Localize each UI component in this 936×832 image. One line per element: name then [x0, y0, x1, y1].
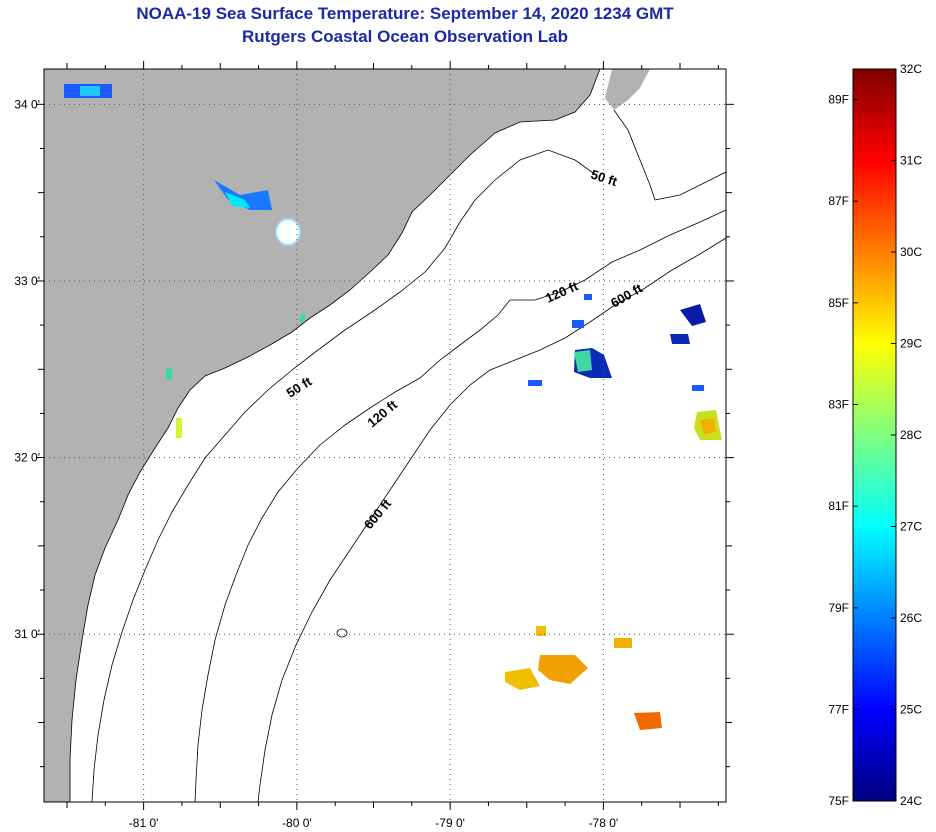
colorbar-label-fahrenheit: 79F	[828, 601, 849, 615]
colorbar-label-celsius: 28C	[900, 428, 922, 442]
lat-tick-label: 33 0'	[14, 274, 40, 288]
colorbar-label-celsius: 29C	[900, 337, 922, 351]
colorbar-label-celsius: 32C	[900, 62, 922, 76]
land-mass	[44, 69, 600, 802]
sst-patch	[574, 350, 592, 372]
sst-patch	[670, 334, 690, 344]
sst-patch	[538, 655, 588, 684]
colorbar: 75F 77F 79F 81F 83F 85F 87F 89F 24C 25C 26C 27C 28C 2…	[828, 62, 922, 808]
lon-tick-label: -79 0'	[435, 816, 465, 830]
sst-patch	[225, 192, 250, 208]
shoreline-northeast	[613, 109, 727, 201]
sst-patch	[614, 638, 632, 648]
lat-tick-label: 34 0'	[14, 97, 40, 111]
colorbar-label-fahrenheit: 75F	[828, 794, 849, 808]
colorbar-label-fahrenheit: 83F	[828, 398, 849, 412]
colorbar-label-fahrenheit: 87F	[828, 194, 849, 208]
colorbar-label-celsius: 24C	[900, 794, 922, 808]
sst-patch	[275, 218, 301, 246]
lat-tick-label: 31 0'	[14, 627, 40, 641]
colorbar-label-fahrenheit: 81F	[828, 499, 849, 513]
sst-patch	[176, 418, 182, 438]
land-mass-northeast	[605, 69, 650, 110]
map-gridlines	[44, 69, 726, 802]
isobath-120ft	[194, 209, 727, 803]
colorbar-label-celsius: 27C	[900, 520, 922, 534]
map-subtitle: Rutgers Coastal Ocean Observation Lab	[242, 27, 568, 46]
sst-patch	[166, 368, 172, 380]
lon-tick-label: -81 0'	[129, 816, 159, 830]
sst-patch	[700, 418, 716, 434]
sst-patch	[536, 626, 546, 636]
colorbar-label-fahrenheit: 89F	[828, 93, 849, 107]
map-axes: -81 0' -80 0' -79 0' -78 0' 34 0' 33 0' 32 0' 3…	[14, 61, 734, 830]
colorbar-label-celsius: 26C	[900, 611, 922, 625]
colorbar-label-fahrenheit: 77F	[828, 703, 849, 717]
colorbar-scale	[852, 68, 897, 802]
sst-patch	[80, 86, 100, 96]
sst-patch	[634, 712, 662, 730]
sst-patches	[64, 84, 722, 730]
lat-tick-label: 32 0'	[14, 451, 40, 465]
sst-patch	[584, 294, 592, 300]
sst-patch	[214, 180, 272, 210]
sst-patch	[572, 320, 584, 328]
sst-patch	[528, 380, 542, 386]
lon-tick-label: -80 0'	[282, 816, 312, 830]
map-frame	[43, 68, 727, 803]
colorbar-label-celsius: 31C	[900, 154, 922, 168]
isobath-600ft	[257, 237, 727, 803]
sst-patch	[300, 314, 305, 322]
isobath-50ft	[91, 149, 597, 803]
map-title: NOAA-19 Sea Surface Temperature: Septemb…	[136, 4, 674, 23]
colorbar-label-fahrenheit: 85F	[828, 296, 849, 310]
coastline	[69, 68, 601, 802]
lon-tick-label: -78 0'	[589, 816, 619, 830]
colorbar-label-celsius: 30C	[900, 245, 922, 259]
map-panel: 50 ft 50 ft 120 ft 120 ft 600 ft 600 ft	[43, 68, 727, 803]
sst-patch	[692, 385, 704, 391]
small-shoal	[336, 628, 348, 638]
sst-patch	[505, 668, 540, 690]
colorbar-label-celsius: 25C	[900, 703, 922, 717]
sst-patch	[680, 304, 706, 326]
